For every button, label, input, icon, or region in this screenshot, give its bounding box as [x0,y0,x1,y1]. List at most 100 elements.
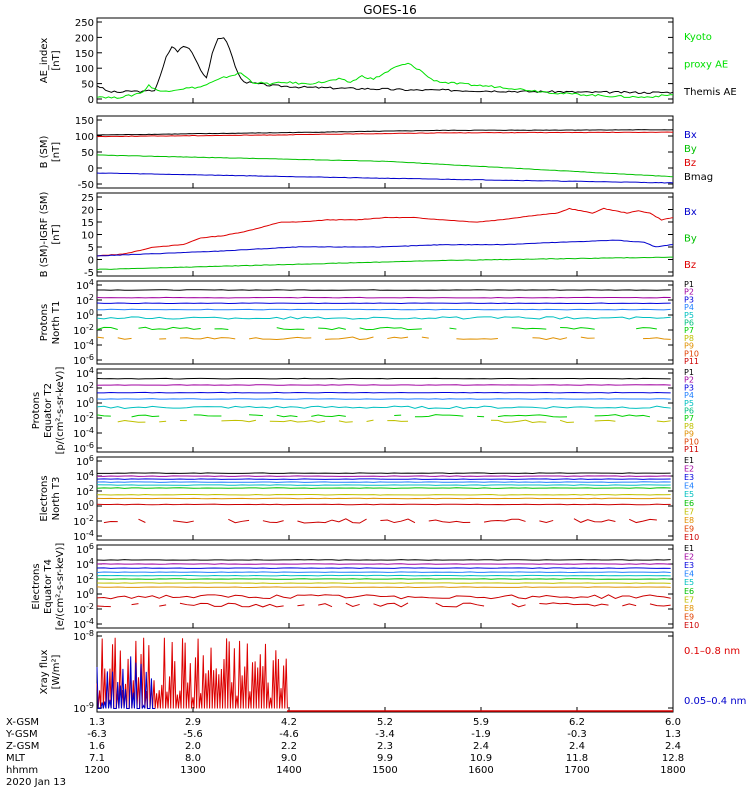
protons-t1-series-p7 [449,327,457,330]
electrons-t3-series-e6 [96,487,671,489]
electrons-t4-ylabel: Electrons [31,563,42,609]
panel-xray: Xray flux [W/m²] 10-8 10-9 0.1–0.8 nm 0.05–0.… [39,629,746,715]
xray-legend-0-1-0-8-nm: 0.1–0.8 nm [684,646,740,657]
electrons-t4-ytick-label: 10-2 [73,602,94,616]
electrons-t4-series-e10 [435,602,485,608]
electrons-t3-series-e10 [262,520,284,523]
protons-t2-series-p9 [366,419,374,422]
ae-ytick-label: 250 [75,18,94,29]
electrons-t3-legend-e6: E6 [684,499,694,508]
bsm-series-bz [96,131,674,138]
bigrf-series-by [96,256,674,271]
protons-t2-frame [96,368,674,453]
electrons-t4-legend-e4: E4 [684,570,694,579]
xray-legend-0-05-0-4-nm: 0.05–0.4 nm [684,696,746,707]
protons-t1-series-p9 [117,337,132,340]
electrons-t3-series-e10 [573,518,616,523]
electrons-t4-series-e10 [622,603,637,607]
protons-t2-series-p9 [656,420,671,423]
protons-t2-legend-p5: P5 [684,399,694,408]
bigrf-ytick-label: 15 [81,218,94,229]
xray-ylabel: [W/m²] [51,654,62,689]
electrons-t3-series-e3 [96,478,671,480]
bsm-ytick-label: 150 [75,116,94,127]
protons-t2-ytick-label: 100 [76,396,94,410]
protons-t1-legend-p1: P1 [684,280,694,289]
electrons-t4-series-e7 [96,582,671,584]
electrons-t3-series-e2 [96,475,671,477]
electrons-t4-ytick-label: 10-4 [73,617,94,631]
orbit-value: 8.0 [185,753,201,764]
electrons-t3-legend-e2: E2 [684,465,694,474]
bsm-ylabel: [nT] [51,142,62,162]
protons-t2-ytick-label: 10-2 [73,411,94,425]
protons-t1-series-p7 [96,326,118,331]
protons-t1-ytick-label: 10-4 [73,338,94,352]
electrons-t3-series-e1 [96,472,671,474]
electrons-t4-series-e2 [96,563,671,565]
ae-ytick-label: 0 [88,95,94,106]
orbit-value: 1800 [660,765,685,776]
protons-t1-legend-p8: P8 [684,334,694,343]
orbit-value: 1.3 [665,729,681,740]
electrons-t4-series-e10 [179,602,284,608]
bigrf-ytick-label: 5 [88,243,94,254]
bigrf-ylabel: [nT] [51,224,62,244]
bsm-frame [96,115,674,189]
electrons-t3-legend-e5: E5 [684,490,694,499]
xray-series-0-1-0-8-nm [96,637,288,709]
protons-t2-ylabel: Protons [31,392,42,429]
protons-t1-ylabel: North T1 [51,301,62,345]
protons-t2-series-p2 [96,384,671,386]
protons-t1-series-p4 [96,308,671,311]
protons-t2-series-p7 [96,414,111,417]
orbit-label-y-gsm: Y-GSM [5,729,38,740]
protons-t1-series-p7 [560,326,595,330]
electrons-t4-series-e10 [131,603,139,606]
protons-t1-series-p9 [248,336,312,340]
orbit-value: 6.2 [569,717,585,728]
orbit-value: 1300 [180,765,205,776]
ae-ytick-label: 150 [75,49,94,60]
panel-ae: AE_index [nT] 250 200 150 100 50 0 Kyoto proxy AE… [39,17,737,106]
electrons-t4-ytick-label: 102 [76,572,94,586]
electrons-t4-series-e10 [373,602,409,608]
electrons-t3-series-e10 [539,519,554,524]
protons-t2-legend-p7: P7 [684,414,694,423]
protons-t1-series-p7 [138,326,201,331]
bigrf-ytick-label: -5 [84,268,94,279]
electrons-t4-legend-e8: E8 [684,604,694,613]
bsm-legend-bz: Bz [684,158,696,169]
electrons-t4-legend-e2: E2 [684,553,694,562]
protons-t1-legend-p11: P11 [684,357,699,366]
electrons-t4-series-e4 [96,571,671,573]
protons-t2-series-p9 [338,420,353,423]
protons-t1-legend-p5: P5 [684,311,694,320]
protons-t2-series-p7 [276,414,298,418]
electrons-t3-ytick-label: 102 [76,484,94,498]
bsm-ytick-label: -50 [78,180,94,191]
protons-t1-legend-p9: P9 [684,342,694,351]
protons-t2-legend-p1: P1 [684,368,694,377]
protons-t1-legend-p2: P2 [684,288,694,297]
electrons-t4-legend-e1: E1 [684,544,694,553]
protons-t2-series-p9 [559,419,574,424]
orbit-value: 1400 [276,765,301,776]
protons-t2-legend-p9: P9 [684,430,694,439]
electrons-t3-series-e10 [629,518,657,524]
ae-ylabel: [nT] [51,50,62,70]
protons-t2-series-p1 [96,377,671,380]
protons-t2-ylabel: Equator T2 [43,383,54,438]
orbit-value: 1.6 [89,741,105,752]
electrons-t3-legend-e1: E1 [684,456,694,465]
orbit-value: 9.9 [377,753,393,764]
orbit-value: 11.8 [566,753,588,764]
ae-series-themis-ae [96,37,674,94]
protons-t1-series-p9 [421,336,429,339]
bigrf-ytick-label: 20 [81,206,94,217]
protons-t1-series-p7 [636,327,657,330]
orbit-value: -4.6 [279,729,299,740]
ae-series-kyoto-proxy-ae [96,62,674,99]
bsm-ytick-label: 100 [75,132,94,143]
